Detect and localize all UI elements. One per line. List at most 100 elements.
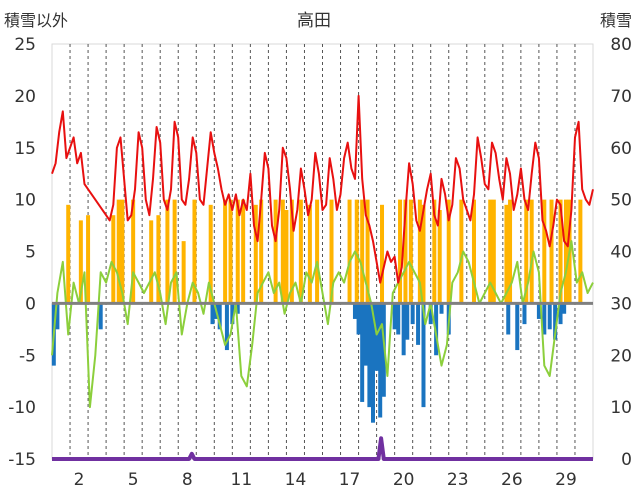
sunshine-bar: [165, 199, 170, 304]
sunshine-bar: [253, 204, 258, 304]
x-tick-labels: 2 5 8 11 14 17 20 23 26 29: [74, 470, 577, 490]
y-right-tick-labels: 80 70 60 50 40 30 20 10 0: [610, 35, 632, 470]
precipitation-bar: [360, 303, 365, 402]
precipitation-bar: [506, 303, 511, 335]
y-left-tick-label: -5: [19, 346, 36, 366]
precipitation-bar: [230, 303, 235, 325]
sunshine-bar: [66, 204, 71, 304]
sunshine-bar: [508, 199, 513, 304]
snow_depth-line: [52, 436, 593, 461]
y-left-axis-title: 積雪以外: [4, 11, 68, 30]
sunshine-bar: [488, 199, 493, 304]
precipitation-bar: [352, 303, 357, 319]
sunshine-bar: [524, 199, 529, 304]
y-left-tick-label: 5: [25, 243, 36, 263]
sunshine-series: [66, 199, 583, 304]
precipitation-bar: [522, 303, 527, 325]
precipitation-bar: [98, 303, 103, 330]
y-right-tick-label: 40: [610, 243, 632, 263]
sunshine-bar: [228, 199, 233, 304]
sunshine-bar: [223, 199, 228, 304]
precipitation-bar: [405, 303, 410, 340]
y-left-tick-label: 15: [14, 139, 36, 159]
y-right-tick-label: 10: [610, 398, 632, 418]
precipitation-bar: [410, 303, 415, 325]
sunshine-bar: [437, 210, 442, 304]
sunshine-bar: [578, 199, 583, 304]
precipitation-bar: [210, 303, 215, 325]
precipitation-bar: [224, 303, 229, 351]
y-right-tick-label: 50: [610, 191, 632, 211]
sunshine-bar: [298, 199, 303, 304]
sunshine-bar: [329, 199, 334, 304]
precipitation-bar: [421, 303, 426, 408]
x-tick-label: 29: [555, 470, 577, 490]
y-right-axis-title: 積雪: [600, 11, 632, 30]
sunshine-bar: [181, 241, 186, 304]
y-left-tick-label: -10: [8, 398, 36, 418]
sunshine-bar: [289, 199, 294, 304]
y-left-tick-label: 25: [14, 35, 36, 55]
sunshine-bar: [172, 199, 177, 304]
sunshine-bar: [563, 199, 568, 304]
x-tick-label: 17: [339, 470, 361, 490]
sunshine-bar: [354, 199, 359, 304]
precipitation-bar: [416, 303, 421, 345]
sunshine-bar: [120, 199, 125, 304]
precipitation-bar: [401, 303, 406, 356]
sunshine-bar: [284, 210, 289, 304]
sunshine-bar: [315, 199, 320, 304]
sunshine-bar: [529, 199, 534, 304]
x-tick-label: 11: [231, 470, 253, 490]
sunshine-bar: [131, 199, 136, 304]
y-right-tick-label: 30: [610, 294, 632, 314]
sunshine-bar: [380, 204, 385, 304]
sunshine-bar: [280, 199, 285, 304]
chart-title: 高田: [297, 11, 331, 31]
sunshine-bar: [421, 204, 426, 304]
sunshine-bar: [558, 199, 563, 304]
sunshine-bar: [156, 215, 161, 304]
sunshine-bar: [549, 199, 554, 304]
y-right-tick-label: 60: [610, 139, 632, 159]
precipitation-bar: [235, 303, 240, 314]
sunshine-bar: [417, 199, 422, 304]
series-layer: [51, 94, 594, 461]
sunshine-bar: [432, 199, 437, 304]
y-left-tick-label: 0: [25, 294, 36, 314]
sunshine-bar: [241, 199, 246, 304]
sunshine-bar: [459, 199, 464, 304]
sunshine-bar: [504, 204, 509, 304]
x-tick-label: 14: [285, 470, 307, 490]
precipitation-bar: [558, 303, 563, 325]
precipitation-bar: [392, 303, 397, 330]
precipitation-bar: [428, 303, 433, 325]
sunshine-bar: [398, 199, 403, 304]
sunshine-bar: [116, 199, 121, 304]
sunshine-bar: [307, 204, 312, 304]
sunshine-bar: [208, 204, 213, 304]
y-left-tick-labels: 25 20 15 10 5 0 -5 -10 -15: [8, 35, 36, 470]
precipitation-bar: [396, 303, 401, 335]
precipitation-bar: [367, 303, 372, 408]
sunshine-bar: [360, 199, 365, 304]
precipitation-bar: [542, 303, 547, 335]
sunshine-bar: [259, 199, 264, 304]
y-left-tick-label: 20: [14, 87, 36, 107]
precipitation-bar: [356, 303, 361, 335]
x-tick-label: 8: [182, 470, 193, 490]
y-left-tick-label: -15: [8, 450, 36, 470]
precipitation-bar: [363, 303, 368, 366]
x-tick-label: 26: [501, 470, 523, 490]
sunshine-bar: [347, 199, 352, 304]
plot-area: [51, 43, 594, 460]
precipitation-bar: [553, 303, 558, 340]
y-right-tick-label: 70: [610, 87, 632, 107]
y-right-tick-label: 0: [621, 450, 632, 470]
precipitation-bar: [536, 303, 541, 319]
x-tick-label: 2: [74, 470, 85, 490]
precipitation-bar: [370, 303, 375, 423]
x-tick-label: 5: [128, 470, 139, 490]
sunshine-bar: [149, 220, 154, 304]
